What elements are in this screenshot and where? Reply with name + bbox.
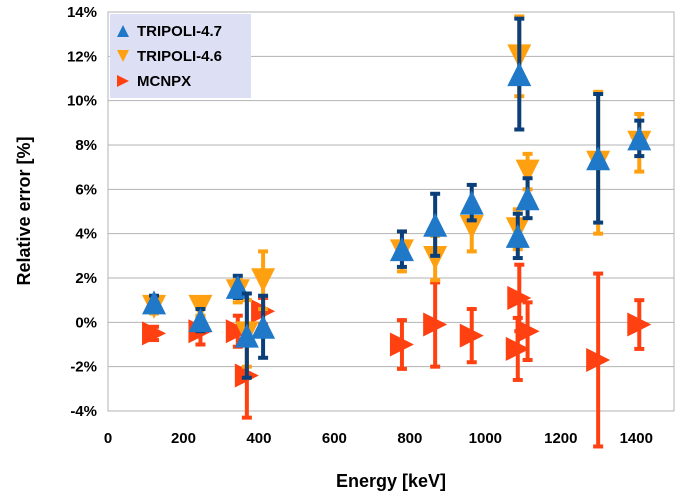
y-tick-label: 12% xyxy=(67,48,97,65)
data-point xyxy=(515,319,540,344)
series-tripoli-4-7 xyxy=(142,16,652,380)
data-point xyxy=(459,190,484,215)
data-point xyxy=(142,290,167,315)
x-axis-title: Energy [keV] xyxy=(336,471,446,491)
legend: TRIPOLI-4.7 TRIPOLI-4.6 MCNPX xyxy=(110,14,251,98)
y-tick-label: -2% xyxy=(70,359,97,376)
data-point xyxy=(423,246,448,271)
x-tick-label: 0 xyxy=(104,430,112,447)
data-point xyxy=(515,159,540,184)
data-point xyxy=(515,186,540,211)
data-point xyxy=(586,348,611,373)
y-tick-label: 14% xyxy=(67,4,97,21)
data-point xyxy=(234,323,259,348)
legend-label: MCNPX xyxy=(137,73,191,90)
y-tick-label: 10% xyxy=(67,93,97,110)
data-point xyxy=(505,336,530,361)
legend-label: TRIPOLI-4.6 xyxy=(137,48,222,65)
y-tick-label: -4% xyxy=(70,403,97,420)
y-axis-title: Relative error [%] xyxy=(14,136,34,285)
data-point xyxy=(389,332,414,357)
y-tick-label: 2% xyxy=(75,270,97,287)
data-point xyxy=(586,146,611,171)
x-tick-label: 1000 xyxy=(469,430,502,447)
data-point xyxy=(225,319,250,344)
x-tick-label: 400 xyxy=(246,430,271,447)
data-point xyxy=(188,294,213,319)
x-tick-label: 200 xyxy=(171,430,196,447)
legend-marker xyxy=(117,25,129,37)
x-tick-label: 600 xyxy=(322,430,347,447)
data-point xyxy=(188,308,213,333)
x-tick-label: 1400 xyxy=(620,430,653,447)
data-point xyxy=(459,323,484,348)
y-tick-label: 0% xyxy=(75,314,97,331)
legend-label: TRIPOLI-4.7 xyxy=(137,23,222,40)
legend-marker xyxy=(117,50,129,62)
x-tick-label: 1200 xyxy=(544,430,577,447)
legend-box xyxy=(110,14,251,98)
data-point xyxy=(459,215,484,240)
data-point xyxy=(251,314,276,339)
y-tick-label: 8% xyxy=(75,137,97,154)
data-point xyxy=(251,268,276,293)
y-tick-label: 6% xyxy=(75,181,97,198)
y-tick-label: 4% xyxy=(75,226,97,243)
legend-marker xyxy=(117,75,129,87)
x-axis-ticks: 0 200 400 600 800 1000 1200 1400 xyxy=(104,430,653,447)
data-point xyxy=(505,223,530,248)
data-point xyxy=(389,237,414,262)
data-point xyxy=(627,126,652,151)
x-tick-label: 800 xyxy=(397,430,422,447)
data-point xyxy=(142,321,167,346)
data-point xyxy=(507,62,532,87)
data-point xyxy=(627,312,652,337)
data-point xyxy=(507,285,532,310)
data-point xyxy=(423,212,448,237)
y-axis-ticks: -4% -2% 0% 2% 4% 6% 8% 10% 12% 14% xyxy=(67,4,97,420)
data-marks xyxy=(142,14,652,449)
data-point xyxy=(423,312,448,337)
